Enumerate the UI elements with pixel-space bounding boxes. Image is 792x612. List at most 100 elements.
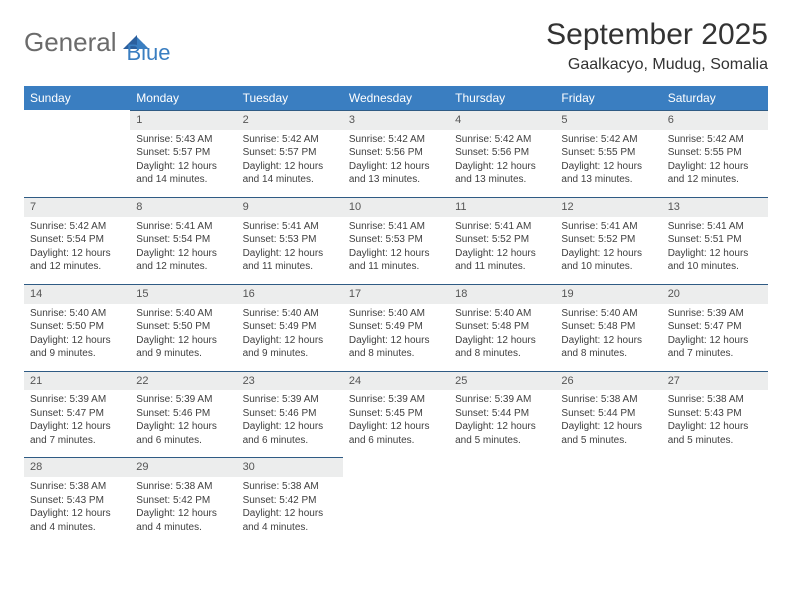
location: Gaalkacyo, Mudug, Somalia bbox=[546, 56, 768, 74]
title-block: September 2025 Gaalkacyo, Mudug, Somalia bbox=[546, 18, 768, 74]
calendar-cell: 27Sunrise: 5:38 AMSunset: 5:43 PMDayligh… bbox=[662, 371, 768, 458]
calendar-cell: 20Sunrise: 5:39 AMSunset: 5:47 PMDayligh… bbox=[662, 284, 768, 371]
calendar-row: .1Sunrise: 5:43 AMSunset: 5:57 PMDayligh… bbox=[24, 110, 768, 197]
day-number: 17 bbox=[343, 284, 449, 304]
day-number: 2 bbox=[237, 110, 343, 130]
daylight-line: Daylight: 12 hours and 5 minutes. bbox=[561, 420, 655, 447]
daylight-line: Daylight: 12 hours and 5 minutes. bbox=[455, 420, 549, 447]
day-number: 11 bbox=[449, 197, 555, 217]
calendar-cell: 4Sunrise: 5:42 AMSunset: 5:56 PMDaylight… bbox=[449, 110, 555, 197]
day-body: Sunrise: 5:41 AMSunset: 5:53 PMDaylight:… bbox=[343, 217, 449, 284]
day-number: 16 bbox=[237, 284, 343, 304]
calendar-cell: 18Sunrise: 5:40 AMSunset: 5:48 PMDayligh… bbox=[449, 284, 555, 371]
sunrise-line: Sunrise: 5:42 AM bbox=[243, 133, 337, 147]
day-number: 23 bbox=[237, 371, 343, 391]
day-number: 26 bbox=[555, 371, 661, 391]
sunrise-line: Sunrise: 5:39 AM bbox=[455, 393, 549, 407]
day-number: 19 bbox=[555, 284, 661, 304]
day-number: 20 bbox=[662, 284, 768, 304]
day-body: Sunrise: 5:39 AMSunset: 5:46 PMDaylight:… bbox=[237, 390, 343, 457]
day-number: 1 bbox=[130, 110, 236, 130]
daylight-line: Daylight: 12 hours and 10 minutes. bbox=[561, 247, 655, 274]
logo: General Blue bbox=[24, 18, 171, 66]
sunrise-line: Sunrise: 5:42 AM bbox=[455, 133, 549, 147]
sunrise-line: Sunrise: 5:42 AM bbox=[561, 133, 655, 147]
sunrise-line: Sunrise: 5:41 AM bbox=[455, 220, 549, 234]
sunrise-line: Sunrise: 5:41 AM bbox=[243, 220, 337, 234]
calendar-cell: 22Sunrise: 5:39 AMSunset: 5:46 PMDayligh… bbox=[130, 371, 236, 458]
weekday-header: Sunday bbox=[24, 86, 130, 110]
day-number: 6 bbox=[662, 110, 768, 130]
sunset-line: Sunset: 5:42 PM bbox=[243, 494, 337, 508]
daylight-line: Daylight: 12 hours and 6 minutes. bbox=[136, 420, 230, 447]
sunset-line: Sunset: 5:52 PM bbox=[561, 233, 655, 247]
daylight-line: Daylight: 12 hours and 4 minutes. bbox=[243, 507, 337, 534]
calendar-row: 28Sunrise: 5:38 AMSunset: 5:43 PMDayligh… bbox=[24, 457, 768, 544]
calendar-cell: 9Sunrise: 5:41 AMSunset: 5:53 PMDaylight… bbox=[237, 197, 343, 284]
daylight-line: Daylight: 12 hours and 6 minutes. bbox=[243, 420, 337, 447]
weekday-header: Thursday bbox=[449, 86, 555, 110]
day-body: Sunrise: 5:40 AMSunset: 5:48 PMDaylight:… bbox=[449, 304, 555, 371]
calendar-cell: 8Sunrise: 5:41 AMSunset: 5:54 PMDaylight… bbox=[130, 197, 236, 284]
daylight-line: Daylight: 12 hours and 9 minutes. bbox=[136, 334, 230, 361]
sunset-line: Sunset: 5:42 PM bbox=[136, 494, 230, 508]
sunset-line: Sunset: 5:51 PM bbox=[668, 233, 762, 247]
calendar-cell: . bbox=[343, 457, 449, 544]
sunrise-line: Sunrise: 5:38 AM bbox=[30, 480, 124, 494]
calendar-cell: 12Sunrise: 5:41 AMSunset: 5:52 PMDayligh… bbox=[555, 197, 661, 284]
sunset-line: Sunset: 5:52 PM bbox=[455, 233, 549, 247]
day-body: Sunrise: 5:41 AMSunset: 5:52 PMDaylight:… bbox=[555, 217, 661, 284]
calendar-cell: 29Sunrise: 5:38 AMSunset: 5:42 PMDayligh… bbox=[130, 457, 236, 544]
calendar-cell: 28Sunrise: 5:38 AMSunset: 5:43 PMDayligh… bbox=[24, 457, 130, 544]
sunrise-line: Sunrise: 5:41 AM bbox=[349, 220, 443, 234]
calendar-cell: 24Sunrise: 5:39 AMSunset: 5:45 PMDayligh… bbox=[343, 371, 449, 458]
calendar-cell: 25Sunrise: 5:39 AMSunset: 5:44 PMDayligh… bbox=[449, 371, 555, 458]
sunset-line: Sunset: 5:47 PM bbox=[668, 320, 762, 334]
day-number: 4 bbox=[449, 110, 555, 130]
day-number: 29 bbox=[130, 457, 236, 477]
sunset-line: Sunset: 5:44 PM bbox=[455, 407, 549, 421]
daylight-line: Daylight: 12 hours and 11 minutes. bbox=[349, 247, 443, 274]
logo-text-general: General bbox=[24, 27, 117, 58]
month-title: September 2025 bbox=[546, 18, 768, 52]
daylight-line: Daylight: 12 hours and 8 minutes. bbox=[455, 334, 549, 361]
calendar-cell: . bbox=[449, 457, 555, 544]
sunrise-line: Sunrise: 5:39 AM bbox=[136, 393, 230, 407]
daylight-line: Daylight: 12 hours and 12 minutes. bbox=[136, 247, 230, 274]
day-body: Sunrise: 5:40 AMSunset: 5:49 PMDaylight:… bbox=[343, 304, 449, 371]
sunset-line: Sunset: 5:56 PM bbox=[455, 146, 549, 160]
day-body: Sunrise: 5:38 AMSunset: 5:43 PMDaylight:… bbox=[662, 390, 768, 457]
calendar-body: . 1Sunrise: 5:43 AMSunset: 5:57 PMDayligh… bbox=[24, 110, 768, 544]
sunset-line: Sunset: 5:57 PM bbox=[136, 146, 230, 160]
sunset-line: Sunset: 5:55 PM bbox=[668, 146, 762, 160]
day-number: 30 bbox=[237, 457, 343, 477]
daylight-line: Daylight: 12 hours and 4 minutes. bbox=[136, 507, 230, 534]
sunrise-line: Sunrise: 5:40 AM bbox=[455, 307, 549, 321]
calendar-cell: 26Sunrise: 5:38 AMSunset: 5:44 PMDayligh… bbox=[555, 371, 661, 458]
calendar-cell: 7Sunrise: 5:42 AMSunset: 5:54 PMDaylight… bbox=[24, 197, 130, 284]
day-number: 13 bbox=[662, 197, 768, 217]
day-body: Sunrise: 5:40 AMSunset: 5:49 PMDaylight:… bbox=[237, 304, 343, 371]
day-body: Sunrise: 5:42 AMSunset: 5:55 PMDaylight:… bbox=[555, 130, 661, 197]
day-body: Sunrise: 5:42 AMSunset: 5:57 PMDaylight:… bbox=[237, 130, 343, 197]
day-body: Sunrise: 5:42 AMSunset: 5:56 PMDaylight:… bbox=[449, 130, 555, 197]
day-body: Sunrise: 5:42 AMSunset: 5:55 PMDaylight:… bbox=[662, 130, 768, 197]
header: General Blue September 2025 Gaalkacyo, M… bbox=[24, 18, 768, 74]
day-number: 15 bbox=[130, 284, 236, 304]
sunset-line: Sunset: 5:47 PM bbox=[30, 407, 124, 421]
calendar-cell: 3Sunrise: 5:42 AMSunset: 5:56 PMDaylight… bbox=[343, 110, 449, 197]
day-body: Sunrise: 5:43 AMSunset: 5:57 PMDaylight:… bbox=[130, 130, 236, 197]
sunrise-line: Sunrise: 5:42 AM bbox=[349, 133, 443, 147]
day-body: Sunrise: 5:39 AMSunset: 5:47 PMDaylight:… bbox=[662, 304, 768, 371]
sunrise-line: Sunrise: 5:40 AM bbox=[349, 307, 443, 321]
sunset-line: Sunset: 5:48 PM bbox=[455, 320, 549, 334]
sunset-line: Sunset: 5:44 PM bbox=[561, 407, 655, 421]
sunrise-line: Sunrise: 5:42 AM bbox=[30, 220, 124, 234]
day-body: Sunrise: 5:38 AMSunset: 5:42 PMDaylight:… bbox=[130, 477, 236, 544]
sunset-line: Sunset: 5:50 PM bbox=[30, 320, 124, 334]
day-body: Sunrise: 5:39 AMSunset: 5:45 PMDaylight:… bbox=[343, 390, 449, 457]
sunset-line: Sunset: 5:49 PM bbox=[349, 320, 443, 334]
daylight-line: Daylight: 12 hours and 5 minutes. bbox=[668, 420, 762, 447]
day-number: 21 bbox=[24, 371, 130, 391]
day-number: 8 bbox=[130, 197, 236, 217]
